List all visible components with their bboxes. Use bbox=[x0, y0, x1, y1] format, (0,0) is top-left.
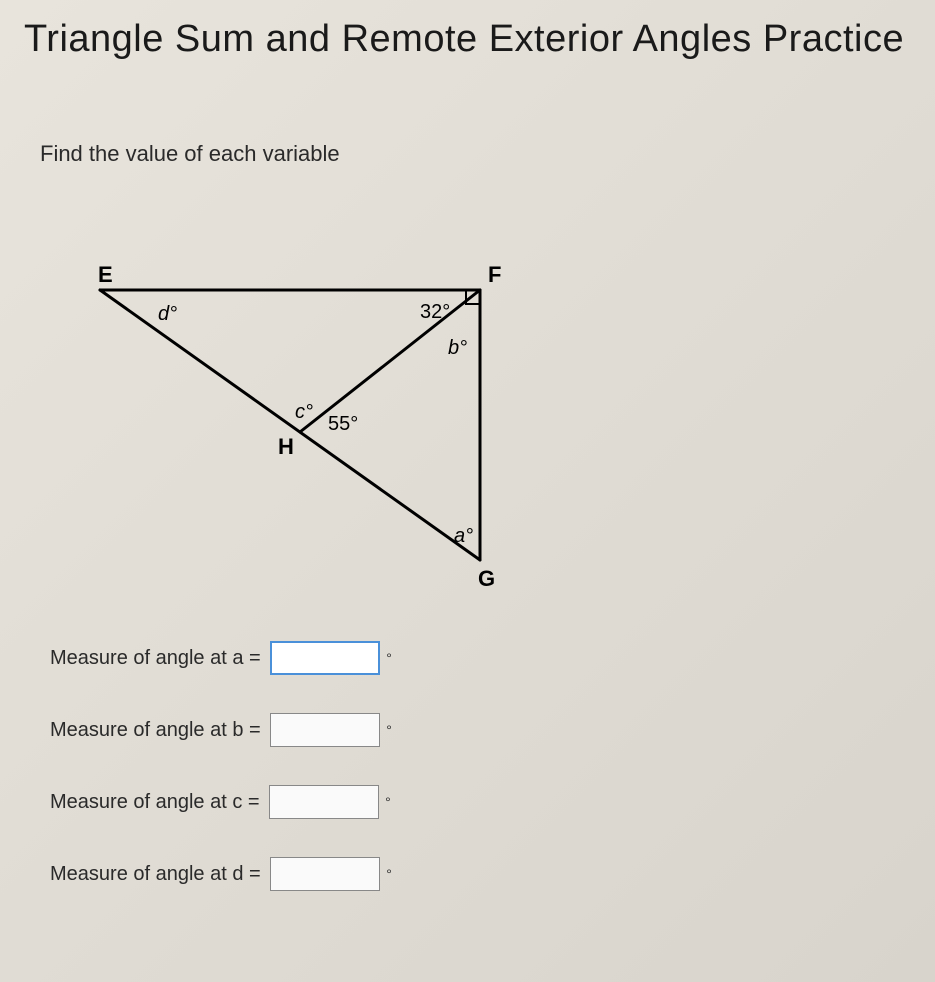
svg-text:F: F bbox=[488, 262, 501, 287]
svg-text:55°: 55° bbox=[328, 413, 358, 435]
answer-block: Measure of angle at a = °Measure of angl… bbox=[50, 640, 392, 928]
answer-row-b: Measure of angle at b = ° bbox=[50, 712, 392, 748]
svg-text:G: G bbox=[478, 566, 495, 591]
svg-text:H: H bbox=[278, 434, 294, 459]
degree-symbol: ° bbox=[386, 866, 392, 882]
answer-label-d: Measure of angle at d = bbox=[50, 863, 266, 886]
answer-input-a[interactable] bbox=[270, 641, 380, 675]
answer-label-c: Measure of angle at c = bbox=[50, 791, 265, 814]
svg-text:E: E bbox=[98, 262, 113, 287]
answer-input-b[interactable] bbox=[270, 713, 380, 747]
degree-symbol: ° bbox=[385, 794, 391, 810]
page-title: Triangle Sum and Remote Exterior Angles … bbox=[0, 0, 935, 61]
answer-row-c: Measure of angle at c = ° bbox=[50, 784, 392, 820]
answer-label-b: Measure of angle at b = bbox=[50, 719, 266, 742]
answer-input-c[interactable] bbox=[269, 785, 379, 819]
instruction-text: Find the value of each variable bbox=[0, 61, 935, 167]
svg-text:a°: a° bbox=[454, 525, 473, 547]
answer-row-d: Measure of angle at d = ° bbox=[50, 856, 392, 892]
svg-text:32°: 32° bbox=[420, 301, 450, 323]
svg-text:b°: b° bbox=[448, 337, 467, 359]
degree-symbol: ° bbox=[386, 722, 392, 738]
answer-row-a: Measure of angle at a = ° bbox=[50, 640, 392, 676]
svg-text:c°: c° bbox=[295, 401, 313, 423]
degree-symbol: ° bbox=[386, 650, 392, 666]
answer-label-a: Measure of angle at a = bbox=[50, 647, 266, 670]
svg-text:d°: d° bbox=[158, 303, 177, 325]
triangle-diagram: E F G Hd° 32° b° c° 55° a° bbox=[80, 260, 560, 600]
answer-input-d[interactable] bbox=[270, 857, 380, 891]
